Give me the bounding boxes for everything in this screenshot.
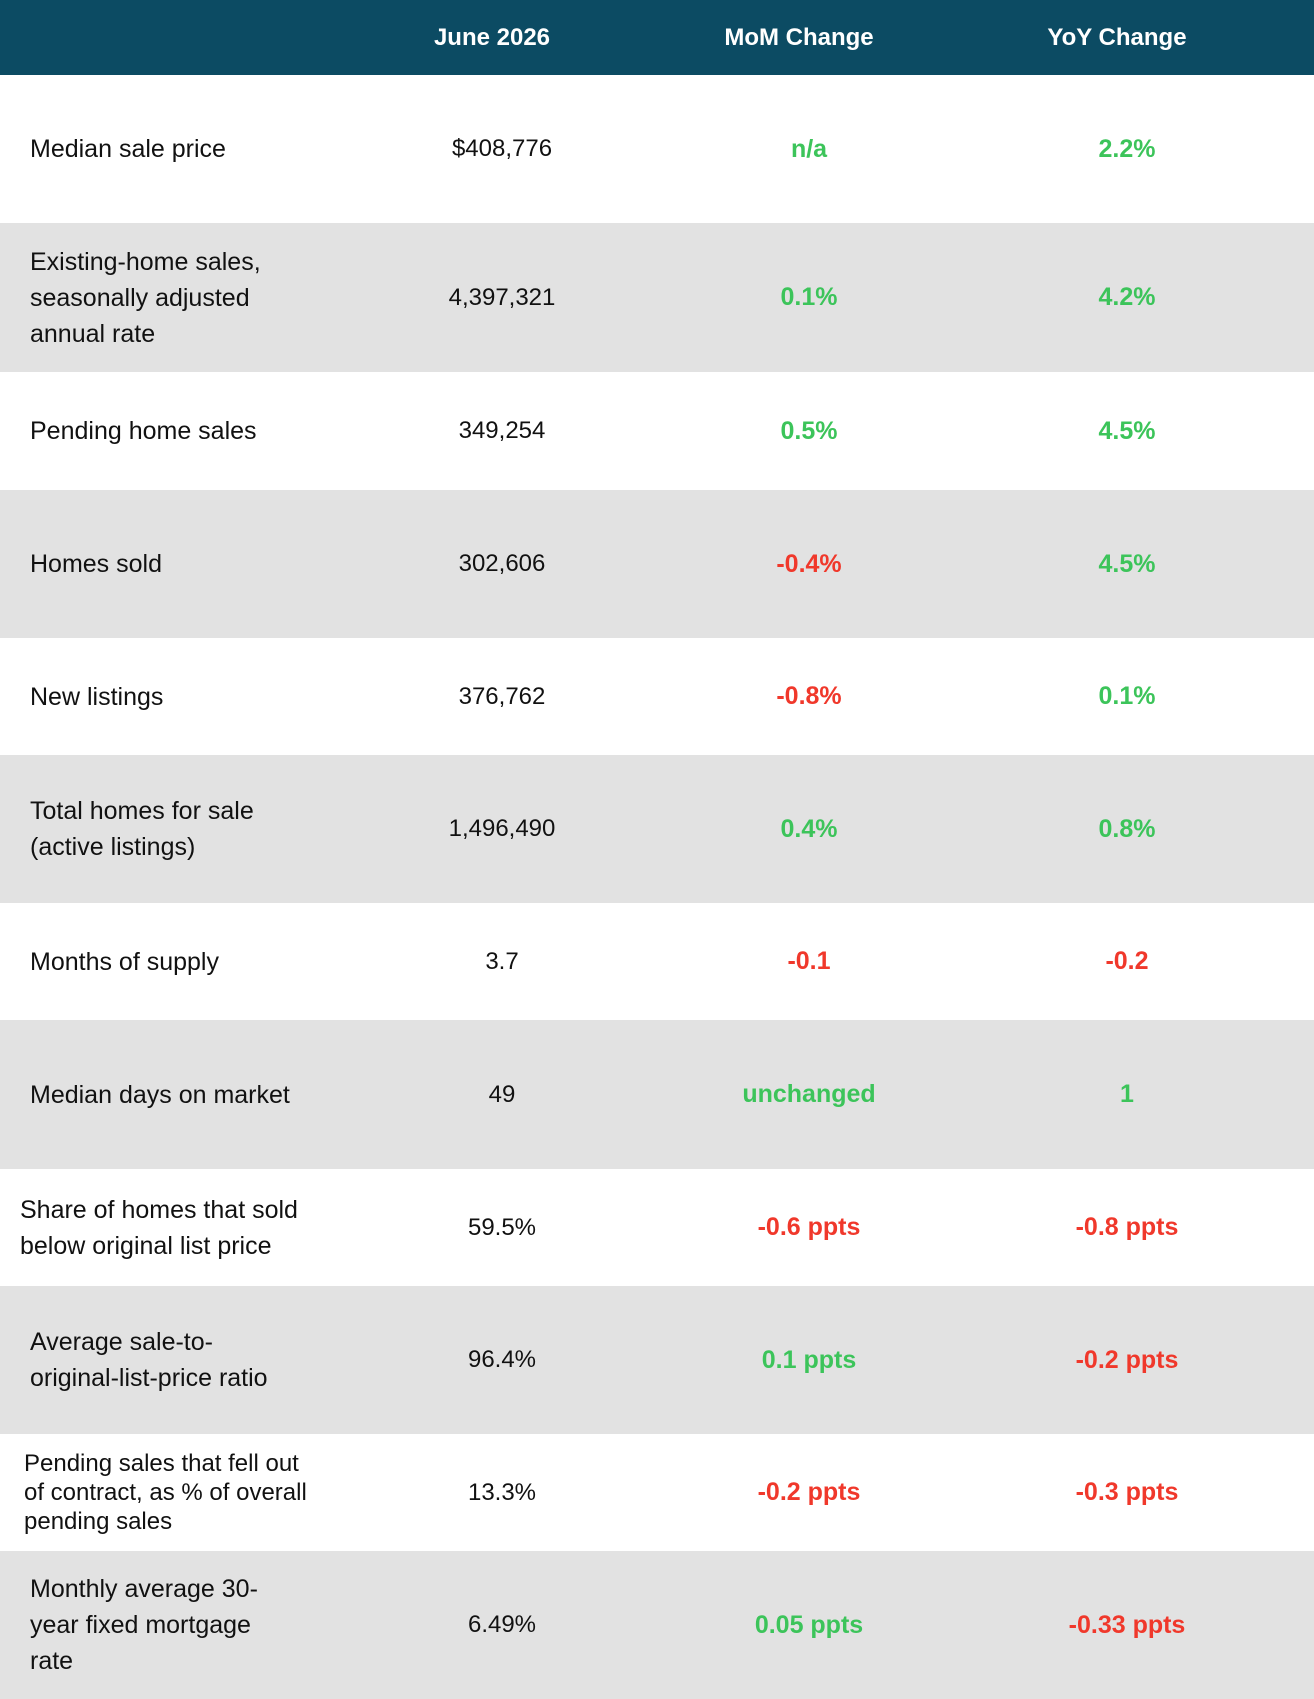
yoy-change-value: 0.8% bbox=[1098, 814, 1156, 843]
table-row: Monthly average 30- year fixed mortgage ra… bbox=[0, 1551, 1314, 1699]
metric-label: New listings bbox=[0, 679, 380, 715]
table-row: Months of supply 3.7 -0.1 -0.2 bbox=[0, 903, 1314, 1020]
yoy-change-value: -0.8 ppts bbox=[1075, 1213, 1179, 1241]
metric-label: Share of homes that sold below original l… bbox=[0, 1192, 380, 1264]
yoy-change-value: -0.2 ppts bbox=[1075, 1345, 1179, 1374]
metric-label: Total homes for sale (active listings) bbox=[0, 793, 380, 865]
yoy-change-value: -0.33 ppts bbox=[1068, 1610, 1186, 1639]
metric-label-line: Monthly average 30- bbox=[30, 1575, 258, 1603]
metric-label-line: year fixed mortgage bbox=[30, 1611, 251, 1639]
metric-label: Pending sales that fell out of contract, … bbox=[0, 1449, 380, 1536]
june-2026-value: 349,254 bbox=[458, 417, 546, 444]
june-2026-value: 1,496,490 bbox=[448, 815, 556, 842]
metric-label-line: Pending sales that fell out bbox=[24, 1450, 299, 1477]
metric-label-line: (active listings) bbox=[30, 833, 196, 861]
metric-label: Average sale-to-original-list-price rati… bbox=[0, 1324, 380, 1396]
metric-label-line: below original list price bbox=[20, 1231, 272, 1260]
table-body: Median sale price $408,776 n/a 2.2% Existing… bbox=[0, 75, 1314, 1699]
metric-label-line: original-list-price ratio bbox=[30, 1364, 268, 1392]
table-row: Homes sold 302,606 -0.4% 4.5% bbox=[0, 490, 1314, 638]
table-header-row: June 2026 MoM Change YoY Change bbox=[0, 0, 1314, 75]
yoy-change-value: 0.1% bbox=[1098, 682, 1156, 710]
table-row: Pending home sales 349,254 0.5% 4.5% bbox=[0, 372, 1314, 490]
metric-label: Median days on market bbox=[0, 1077, 380, 1113]
metric-label-line: New listings bbox=[30, 682, 164, 711]
yoy-change-value: 1 bbox=[1120, 1080, 1134, 1108]
metric-label: Homes sold bbox=[0, 546, 380, 582]
mom-change-value: -0.4% bbox=[776, 549, 842, 578]
june-2026-value: 96.4% bbox=[467, 1346, 537, 1373]
metric-label: Monthly average 30- year fixed mortgage ra… bbox=[0, 1571, 380, 1679]
yoy-change-value: 4.5% bbox=[1098, 416, 1156, 445]
mom-change-value: 0.5% bbox=[780, 416, 838, 445]
yoy-change-value: 2.2% bbox=[1098, 134, 1156, 163]
mom-change-value: -0.2 ppts bbox=[757, 1478, 861, 1506]
metric-label-line: Median days on market bbox=[30, 1080, 290, 1109]
mom-change-value: -0.1 bbox=[787, 947, 831, 975]
mom-change-value: n/a bbox=[790, 134, 828, 163]
yoy-change-value: 4.5% bbox=[1098, 549, 1156, 578]
metric-label: Pending home sales bbox=[0, 413, 380, 449]
metric-label-line: Pending home sales bbox=[30, 417, 257, 445]
header-yoy-change: YoY Change bbox=[1047, 23, 1187, 51]
metric-label-line: Share of homes that sold bbox=[20, 1195, 298, 1224]
table-row: Pending sales that fell out of contract, … bbox=[0, 1434, 1314, 1551]
table-row: Total homes for sale (active listings) 1,4… bbox=[0, 755, 1314, 903]
june-2026-value: 302,606 bbox=[458, 550, 546, 577]
june-2026-value: 4,397,321 bbox=[448, 283, 556, 311]
metric-label-line: of contract, as % of overall bbox=[24, 1479, 307, 1506]
metric-label-line: pending sales bbox=[24, 1508, 173, 1535]
june-2026-value: $408,776 bbox=[451, 135, 553, 162]
header-june-2026: June 2026 bbox=[433, 23, 551, 51]
yoy-change-value: -0.2 bbox=[1105, 947, 1149, 975]
june-2026-value: 13.3% bbox=[467, 1478, 537, 1506]
june-2026-value: 59.5% bbox=[467, 1213, 537, 1241]
metric-label-line: Total homes for sale bbox=[30, 797, 254, 825]
yoy-change-value: -0.3 ppts bbox=[1075, 1478, 1179, 1506]
yoy-change-value: 4.2% bbox=[1098, 283, 1156, 311]
metric-label: Months of supply bbox=[0, 944, 380, 980]
mom-change-value: -0.8% bbox=[776, 682, 842, 710]
table-row: Median days on market 49 unchanged 1 bbox=[0, 1020, 1314, 1169]
header-mom-change: MoM Change bbox=[724, 23, 874, 51]
mom-change-value: 0.1% bbox=[780, 283, 838, 311]
table-row: Share of homes that sold below original l… bbox=[0, 1169, 1314, 1286]
june-2026-value: 49 bbox=[488, 1080, 516, 1108]
june-2026-value: 3.7 bbox=[485, 947, 519, 975]
june-2026-value: 376,762 bbox=[458, 682, 546, 710]
metric-label: Median sale price bbox=[0, 131, 380, 167]
mom-change-value: unchanged bbox=[742, 1080, 876, 1108]
metric-label-line: seasonally adjusted bbox=[30, 283, 250, 312]
metric-label-line: Months of supply bbox=[30, 947, 219, 976]
metric-label: Existing-home sales, seasonally adjusted a… bbox=[0, 244, 380, 352]
mom-change-value: 0.4% bbox=[780, 814, 838, 843]
table-row: Existing-home sales, seasonally adjusted a… bbox=[0, 223, 1314, 372]
mom-change-value: 0.05 ppts bbox=[754, 1610, 864, 1639]
mom-change-value: -0.6 ppts bbox=[757, 1213, 861, 1241]
metric-label-line: rate bbox=[30, 1647, 74, 1675]
table-row: New listings 376,762 -0.8% 0.1% bbox=[0, 638, 1314, 755]
june-2026-value: 6.49% bbox=[467, 1611, 537, 1638]
mom-change-value: 0.1 ppts bbox=[761, 1345, 857, 1374]
metric-label-line: Existing-home sales, bbox=[30, 247, 261, 276]
metric-label-line: Homes sold bbox=[30, 550, 162, 578]
metric-label-line: Median sale price bbox=[30, 135, 226, 163]
table-row: Average sale-to-original-list-price rati… bbox=[0, 1286, 1314, 1434]
table-row: Median sale price $408,776 n/a 2.2% bbox=[0, 75, 1314, 223]
metric-label-line: annual rate bbox=[30, 319, 156, 348]
metric-label-line: Average sale-to- bbox=[30, 1328, 213, 1356]
